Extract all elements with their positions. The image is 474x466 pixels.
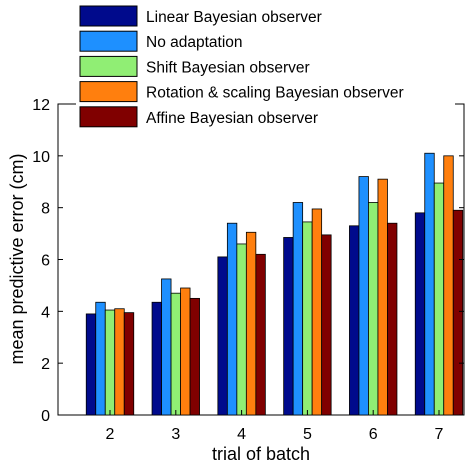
bar [349, 225, 360, 416]
bar [321, 234, 332, 416]
bar [85, 313, 97, 416]
bar [123, 312, 135, 416]
bar [189, 297, 200, 416]
bar [245, 231, 257, 416]
bar [452, 209, 464, 416]
x-tick-label: 2 [106, 426, 115, 443]
x-tick-label: 7 [435, 426, 444, 443]
x-tick-label: 5 [303, 426, 312, 443]
bar [414, 212, 426, 416]
legend-label: No adaptation [146, 34, 243, 51]
bar [377, 178, 388, 416]
bar [368, 202, 379, 416]
legend-swatch [79, 55, 138, 77]
y-tick-label: 12 [32, 97, 50, 114]
bar [255, 253, 266, 416]
bar [114, 308, 125, 416]
y-tick-label: 0 [41, 408, 50, 425]
x-axis-label: trial of batch [212, 444, 310, 464]
bars-group [85, 152, 464, 416]
bar [104, 309, 116, 416]
legend-label: Shift Bayesian observer [146, 59, 310, 76]
bar [358, 176, 369, 416]
bar [151, 301, 162, 416]
bar [217, 256, 228, 416]
bar [95, 301, 106, 416]
bar [283, 237, 294, 416]
bar [387, 222, 398, 416]
y-axis-label: mean predictive error (cm) [7, 153, 27, 364]
x-tick-label: 6 [369, 426, 378, 443]
y-tick-label: 6 [41, 253, 50, 270]
legend-swatch [79, 30, 138, 52]
bar [170, 292, 181, 416]
legend-label: Rotation & scaling Bayesian observer [146, 85, 404, 102]
y-tick-label: 10 [32, 149, 50, 166]
y-tick-label: 4 [41, 304, 50, 321]
bar [226, 222, 238, 416]
bar [443, 155, 454, 416]
bar [292, 202, 304, 416]
bar [161, 278, 172, 416]
legend-label: Affine Bayesian observer [146, 110, 318, 127]
legend-swatch [79, 5, 138, 27]
bar [433, 182, 445, 416]
bar [180, 287, 191, 416]
legend-swatch [79, 106, 138, 128]
legend-swatch [79, 81, 138, 103]
bar [424, 152, 435, 416]
bar [236, 243, 247, 416]
y-tick-label: 2 [41, 356, 50, 373]
bar [302, 221, 313, 416]
x-tick-label: 4 [237, 426, 246, 443]
legend-label: Linear Bayesian observer [146, 9, 322, 26]
bar [311, 208, 323, 416]
y-ticks-group: 0 2 4 6 8 10 12 [32, 97, 464, 425]
x-tick-label: 3 [171, 426, 180, 443]
y-tick-label: 8 [41, 201, 50, 218]
legend: Linear Bayesian observer No adaptation Shi… [76, 2, 455, 130]
legend-box [76, 2, 455, 130]
